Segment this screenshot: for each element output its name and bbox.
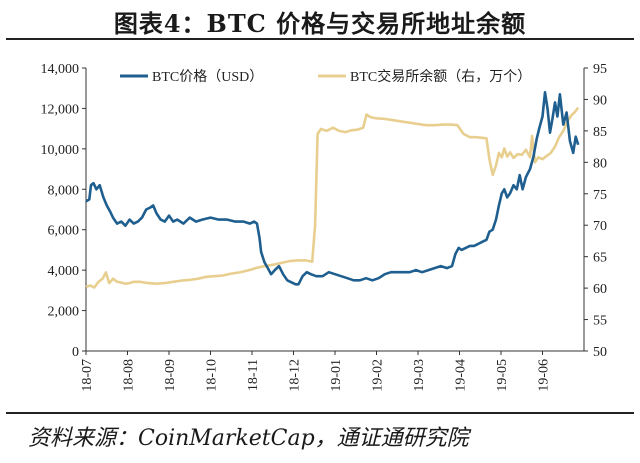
y-left-tick-label: 6,000 xyxy=(48,224,80,239)
figure-title: 图表4：BTC 价格与交易所地址余额 xyxy=(113,9,527,38)
footer-divider xyxy=(6,412,634,414)
x-tick-label: 18-10 xyxy=(205,359,220,392)
y-right-tick-label: 80 xyxy=(593,156,607,171)
y-left-tick-label: 2,000 xyxy=(48,305,80,320)
y-right-tick-label: 70 xyxy=(593,219,607,234)
legend-label: BTC价格（USD） xyxy=(152,69,263,85)
y-left-tick-label: 12,000 xyxy=(41,102,80,117)
source-note: 资料来源：CoinMarketCap，通证通研究院 xyxy=(28,426,469,451)
x-tick-label: 18-07 xyxy=(80,359,95,392)
y-left-tick-label: 0 xyxy=(72,345,79,360)
y-right-tick-label: 75 xyxy=(593,188,607,203)
y-right-tick-label: 65 xyxy=(593,251,607,266)
x-tick-label: 19-03 xyxy=(412,359,427,392)
y-right-tick-label: 85 xyxy=(593,125,607,140)
y-right-tick-label: 55 xyxy=(593,314,607,329)
y-left-tick-label: 4,000 xyxy=(48,264,80,279)
title-divider xyxy=(6,38,634,40)
x-tick-label: 18-08 xyxy=(122,359,137,392)
y-left-tick-label: 8,000 xyxy=(48,183,80,198)
series-line-btc-price xyxy=(85,91,580,286)
series-layer xyxy=(85,91,580,289)
x-tick-label: 19-06 xyxy=(537,359,552,392)
y-left-tick-label: 10,000 xyxy=(41,143,80,158)
x-tick-label: 19-02 xyxy=(371,359,386,392)
y-left-tick-label: 14,000 xyxy=(41,62,80,77)
series-line-exchange-balance xyxy=(85,106,580,289)
x-tick-label: 19-05 xyxy=(495,359,510,392)
x-tick-label: 18-09 xyxy=(163,359,178,392)
y-right-tick-label: 50 xyxy=(593,345,607,360)
x-tick-label: 18-11 xyxy=(246,359,261,391)
axes-group: 0 2,000 4,000 6,000 8,000 10,000 12,000 14,000 5… xyxy=(41,62,608,392)
y-right-tick-label: 90 xyxy=(593,93,607,108)
legend-label: BTC交易所余额（右，万个） xyxy=(350,68,531,85)
y-right-tick-label: 95 xyxy=(593,62,607,77)
x-tick-label: 18-12 xyxy=(288,359,303,392)
x-tick-label: 19-04 xyxy=(454,359,469,392)
x-tick-label: 19-01 xyxy=(329,359,344,392)
y-right-tick-label: 60 xyxy=(593,282,607,297)
chart-legend: BTC价格（USD） BTC交易所余额（右，万个） xyxy=(120,68,531,85)
